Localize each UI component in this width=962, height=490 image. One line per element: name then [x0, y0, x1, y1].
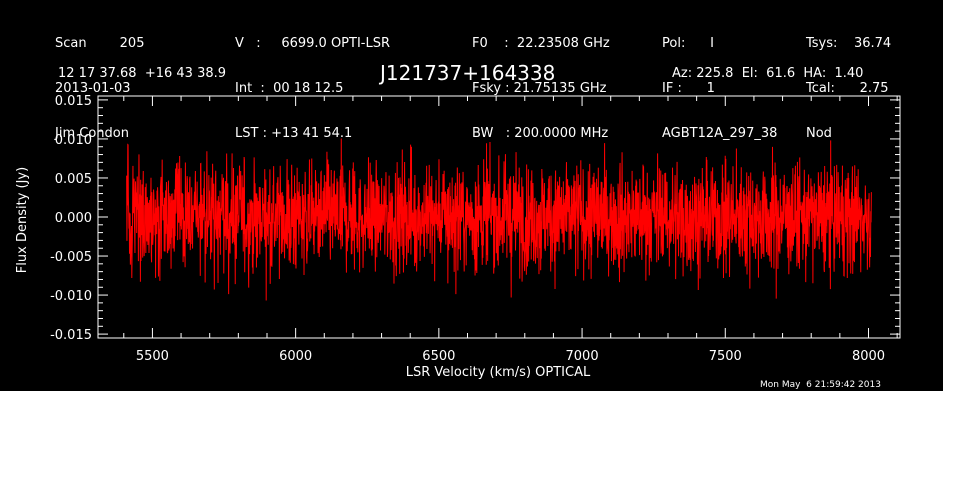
plot-title: J121737+164338	[380, 61, 556, 85]
y-tick-label: 0.015	[55, 94, 92, 109]
header-col-tsys: Tsys: 36.74 Tcal: 2.75 Nod	[806, 6, 891, 171]
x-tick-label: 6500	[422, 349, 455, 364]
header-col-velocity: V : 6699.0 OPTI-LSR Int : 00 18 12.5 LST…	[235, 6, 390, 171]
y-tick-label: 0.010	[55, 133, 92, 148]
spectrum-plot: 5500 6000 6500 7000 7500 8000 0.015 0.010 0.005…	[15, 94, 901, 380]
x-axis-label: LSR Velocity (km/s) OPTICAL	[406, 365, 591, 380]
timestamp: Mon May 6 21:59:42 2013	[760, 380, 881, 390]
header-scan: Scan 205	[55, 36, 145, 51]
spectrum-series-line	[126, 138, 872, 301]
x-tick-label: 7000	[566, 349, 599, 364]
plot-panel: Scan 205 2013-01-03 Jim Condon V : 6699.…	[0, 0, 943, 391]
header-project: AGBT12A_297_38	[662, 126, 778, 141]
header-col-frequency: F0 : 22.23508 GHz Fsky : 21.75135 GHz BW…	[472, 6, 610, 171]
header-if: IF : 1	[662, 81, 715, 96]
header-lst: LST : +13 41 54.1	[235, 126, 353, 141]
header-velocity: V : 6699.0 OPTI-LSR	[235, 36, 391, 51]
header-date: 2013-01-03	[55, 81, 131, 96]
header-pointing: Az: 225.8 El: 61.6 HA: 1.40	[672, 66, 864, 81]
header-pol: Pol: I	[662, 36, 714, 51]
x-tick-label: 6000	[279, 349, 312, 364]
header-procedure: Nod	[806, 126, 832, 141]
y-tick-label: -0.010	[50, 289, 92, 304]
x-tick-labels: 5500 6000 6500 7000 7500 8000	[136, 349, 885, 364]
axes-frame	[97, 95, 901, 339]
x-tick-label: 8000	[852, 349, 885, 364]
header-integration: Int : 00 18 12.5	[235, 81, 344, 96]
tick-marks	[98, 96, 900, 338]
header-bw: BW : 200.0000 MHz	[472, 126, 609, 141]
y-tick-label: 0.005	[55, 172, 92, 187]
y-axis-label: Flux Density (Jy)	[15, 167, 30, 273]
header-col-pol: Pol: I IF : 1 AGBT12A_297_38	[662, 6, 777, 171]
x-tick-label: 5500	[136, 349, 169, 364]
header-tsys: Tsys: 36.74	[806, 36, 892, 51]
y-tick-label: -0.005	[50, 250, 92, 265]
header-f0: F0 : 22.23508 GHz	[472, 36, 610, 51]
header-fsky: Fsky : 21.75135 GHz	[472, 81, 607, 96]
y-tick-label: -0.015	[50, 328, 92, 343]
y-tick-label: 0.000	[55, 211, 92, 226]
header-coords: 12 17 37.68 +16 43 38.9	[58, 66, 227, 81]
series-layer	[126, 138, 872, 301]
header-col-scan: Scan 205 2013-01-03 Jim Condon	[55, 6, 144, 171]
y-tick-labels: 0.015 0.010 0.005 0.000 -0.005 -0.010 -0.015	[50, 94, 92, 343]
header-observer: Jim Condon	[55, 126, 129, 141]
x-tick-label: 7500	[709, 349, 742, 364]
header-tcal: Tcal: 2.75	[806, 81, 889, 96]
